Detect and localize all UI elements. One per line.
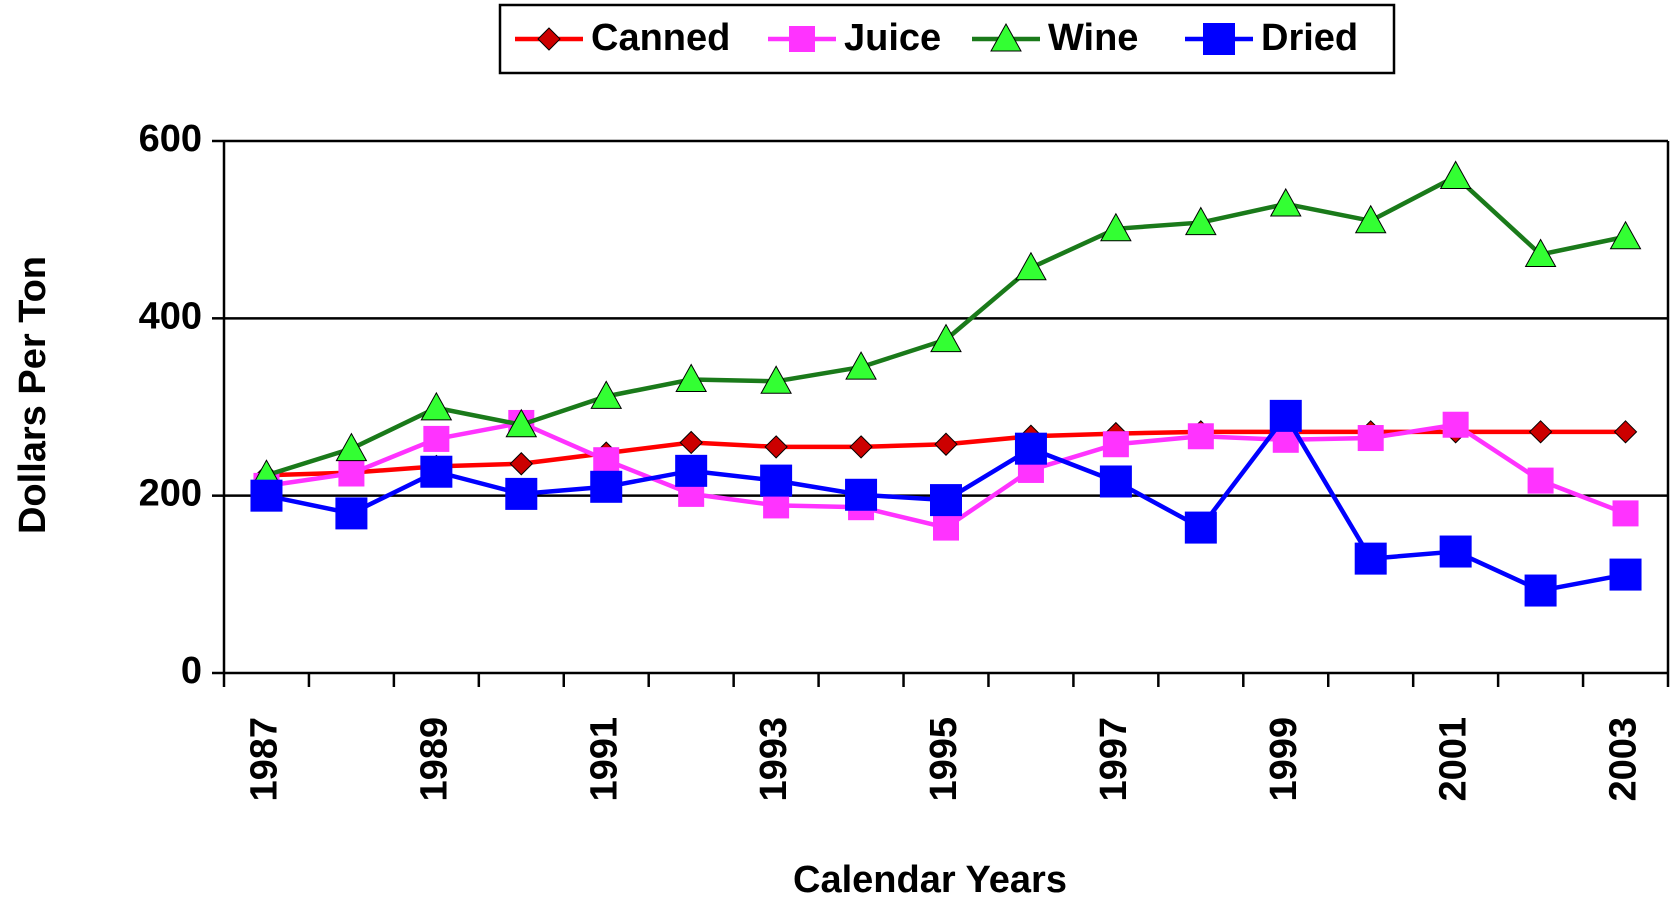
data-point xyxy=(423,425,450,452)
data-point xyxy=(1524,574,1557,607)
data-point xyxy=(335,432,368,462)
data-point xyxy=(845,478,878,511)
data-point xyxy=(930,484,962,517)
data-point xyxy=(679,430,703,455)
data-point xyxy=(930,323,962,353)
data-point xyxy=(590,380,623,409)
x-tick-label: 2001 xyxy=(1433,717,1475,802)
data-point xyxy=(675,363,708,393)
data-point xyxy=(760,365,792,394)
data-point xyxy=(763,492,790,519)
data-point xyxy=(505,477,538,510)
legend-label: Dried xyxy=(1261,17,1358,59)
legend-marker xyxy=(537,27,561,51)
data-point xyxy=(1187,423,1214,450)
data-point xyxy=(1269,187,1302,217)
data-point xyxy=(509,452,534,476)
data-point xyxy=(1609,558,1642,591)
x-tick-label: 1999 xyxy=(1263,717,1305,802)
y-tick-label: 400 xyxy=(139,295,202,337)
data-point xyxy=(1014,432,1047,465)
x-tick-label: 1997 xyxy=(1093,717,1135,802)
data-point xyxy=(1439,535,1472,568)
data-point xyxy=(764,435,788,459)
x-tick-label: 1991 xyxy=(583,717,625,802)
x-tick-label: 2003 xyxy=(1603,717,1645,802)
data-point xyxy=(1612,500,1639,527)
data-point xyxy=(1099,465,1132,498)
data-point xyxy=(845,351,877,380)
data-point xyxy=(1184,511,1217,544)
y-axis-title: Dollars Per Ton xyxy=(12,256,54,534)
data-point xyxy=(675,454,708,487)
data-point xyxy=(934,432,958,456)
x-axis-title: Calendar Years xyxy=(793,859,1067,901)
data-point xyxy=(1527,467,1554,494)
data-point xyxy=(1439,160,1472,189)
data-point xyxy=(505,408,538,438)
data-point xyxy=(420,455,453,488)
data-point xyxy=(1100,212,1132,242)
data-point xyxy=(593,447,620,474)
data-point xyxy=(1354,542,1387,575)
data-point xyxy=(1524,238,1557,267)
data-point xyxy=(1184,206,1217,236)
data-point xyxy=(933,514,959,541)
data-point xyxy=(1354,204,1387,234)
data-point xyxy=(1269,399,1302,432)
x-tick-label: 1989 xyxy=(413,717,455,802)
y-tick-label: 600 xyxy=(139,118,202,160)
data-point xyxy=(335,497,368,530)
data-point xyxy=(1528,420,1553,444)
y-tick-label: 200 xyxy=(139,473,202,515)
y-tick-label: 0 xyxy=(181,650,202,692)
data-point xyxy=(760,464,793,497)
data-point xyxy=(849,435,873,459)
data-point xyxy=(1613,420,1638,444)
legend-label: Juice xyxy=(844,17,941,59)
data-point xyxy=(338,460,365,487)
x-tick-label: 1995 xyxy=(923,717,965,802)
legend-marker xyxy=(1203,23,1235,55)
data-point xyxy=(420,391,453,421)
legend-label: Canned xyxy=(591,17,730,59)
data-point xyxy=(1102,431,1129,458)
data-point xyxy=(1357,425,1384,452)
data-point xyxy=(250,479,283,512)
x-tick-label: 1993 xyxy=(753,717,795,802)
data-point xyxy=(1609,220,1642,250)
x-tick-label: 1987 xyxy=(244,717,286,802)
legend-marker xyxy=(789,26,815,52)
legend-label: Wine xyxy=(1048,17,1138,59)
data-point xyxy=(1015,251,1047,281)
data-point xyxy=(1442,411,1469,438)
data-point xyxy=(590,470,623,503)
legend-marker xyxy=(990,22,1022,52)
